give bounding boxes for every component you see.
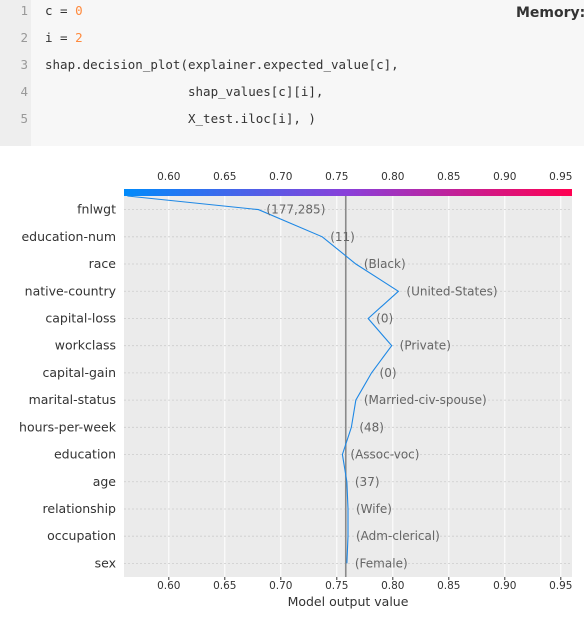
feature-label: relationship <box>43 501 117 516</box>
feature-label: race <box>89 256 117 271</box>
code-line[interactable]: i = 2 <box>45 30 83 45</box>
feature-value-label: (United-States) <box>406 284 497 298</box>
feature-label: marital-status <box>29 392 116 407</box>
feature-label: capital-gain <box>43 365 116 380</box>
colorbar <box>124 189 572 196</box>
feature-label: capital-loss <box>45 310 116 325</box>
feature-value-label: (Black) <box>364 257 406 271</box>
line-number: 2 <box>20 30 28 45</box>
x-axis-label: Model output value <box>288 594 409 609</box>
code-line[interactable]: shap.decision_plot(explainer.expected_va… <box>45 57 399 72</box>
x-tick-label-top: 0.65 <box>213 171 236 183</box>
code-number-literal: 2 <box>75 30 83 45</box>
code-line[interactable]: shap_values[c][i], <box>45 84 323 99</box>
feature-value-label: (0) <box>376 311 393 325</box>
code-text: i = <box>45 30 76 45</box>
feature-value-label: (11) <box>330 230 355 244</box>
feature-value-label: (Private) <box>400 339 451 353</box>
feature-value-label: (37) <box>355 475 380 489</box>
feature-label: hours-per-week <box>19 419 117 434</box>
line-number: 5 <box>20 111 28 126</box>
line-number: 4 <box>20 84 28 99</box>
x-tick-label-top: 0.80 <box>381 171 404 183</box>
line-number: 1 <box>20 3 28 18</box>
code-text: c = <box>45 3 76 18</box>
x-tick-label-top: 0.95 <box>549 171 572 183</box>
code-text: X_test.iloc[i], ) <box>45 111 316 126</box>
x-tick-label-bottom: 0.60 <box>157 580 180 592</box>
feature-value-label: (Wife) <box>356 502 392 516</box>
feature-value-label: (Married-civ-spouse) <box>364 393 487 407</box>
x-tick-label-top: 0.70 <box>269 171 292 183</box>
x-tick-label-bottom: 0.95 <box>549 580 572 592</box>
shap-decision-plot: 0.60 0.60 0.65 0.65 0.70 0.70 0.75 0.75 0.80 0.80… <box>19 171 572 609</box>
x-tick-label-top: 0.85 <box>437 171 460 183</box>
code-line[interactable]: c = 0 <box>45 3 83 18</box>
x-tick-label-bottom: 0.65 <box>213 580 236 592</box>
line-number-gutter <box>0 0 31 146</box>
code-text: shap.decision_plot(explainer.expected_va… <box>45 57 399 72</box>
feature-label: education <box>54 447 116 462</box>
feature-value-label: (0) <box>380 366 397 380</box>
x-tick-label-top: 0.60 <box>157 171 180 183</box>
feature-value-label: (Assoc-voc) <box>350 448 419 462</box>
code-number-literal: 0 <box>75 3 83 18</box>
x-tick-label-bottom: 0.90 <box>493 580 516 592</box>
decision-path-line <box>127 195 400 564</box>
line-number: 3 <box>20 57 28 72</box>
memory-label: Memory: <box>516 5 584 21</box>
feature-value-label: (177,285) <box>266 203 325 217</box>
feature-label: native-country <box>25 283 117 298</box>
feature-label: sex <box>95 555 116 570</box>
x-tick-label-bottom: 0.70 <box>269 580 292 592</box>
feature-label: workclass <box>55 338 116 353</box>
x-tick-label-bottom: 0.75 <box>325 580 348 592</box>
feature-label: education-num <box>21 229 116 244</box>
code-line[interactable]: X_test.iloc[i], ) <box>45 111 316 126</box>
feature-value-label: (48) <box>359 420 384 434</box>
feature-value-label: (Adm-clerical) <box>356 529 440 543</box>
feature-value-label: (Female) <box>355 556 408 570</box>
x-tick-label-top: 0.90 <box>493 171 516 183</box>
feature-label: fnlwgt <box>77 202 116 217</box>
x-tick-label-bottom: 0.80 <box>381 580 404 592</box>
feature-label: age <box>93 474 117 489</box>
x-tick-label-top: 0.75 <box>325 171 348 183</box>
x-tick-label-bottom: 0.85 <box>437 580 460 592</box>
code-text: shap_values[c][i], <box>45 84 324 99</box>
feature-label: occupation <box>47 528 116 543</box>
